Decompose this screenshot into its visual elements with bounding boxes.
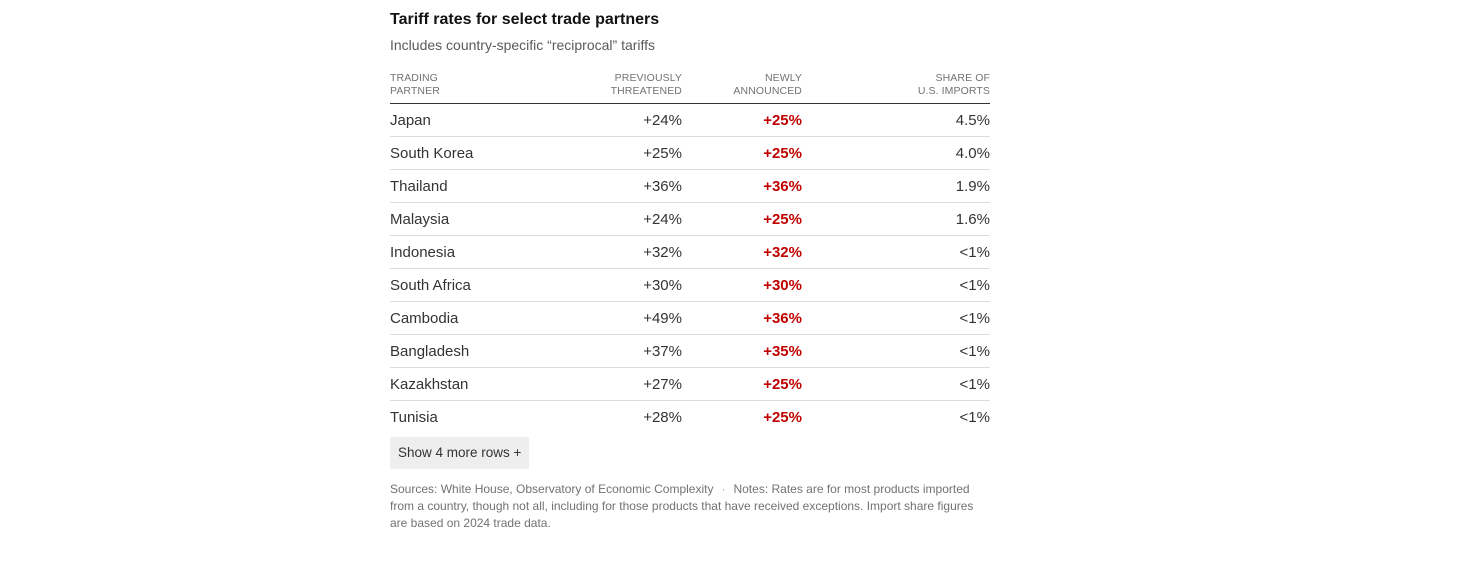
newly-cell: +25% [682, 367, 802, 401]
previously-cell: +36% [560, 169, 682, 203]
table-header-row: TRADING PARTNER PREVIOUSLY THREATENED NEWL… [390, 72, 990, 104]
partner-cell: Bangladesh [390, 334, 560, 368]
table-row: Tunisia +28% +25% <1% [390, 401, 990, 434]
table-row: Bangladesh +37% +35% <1% [390, 334, 990, 368]
share-cell: 4.5% [802, 103, 990, 137]
table-row: Indonesia +32% +32% <1% [390, 235, 990, 269]
header-newly-announced: NEWLY ANNOUNCED [682, 72, 802, 104]
share-cell: <1% [802, 301, 990, 335]
share-cell: <1% [802, 334, 990, 368]
table-row: Thailand +36% +36% 1.9% [390, 169, 990, 203]
graphic-title: Tariff rates for select trade partners [390, 11, 660, 28]
newly-cell: +25% [682, 136, 802, 170]
header-previously-threatened: PREVIOUSLY THREATENED [560, 72, 682, 104]
previously-cell: +37% [560, 334, 682, 368]
partner-cell: South Korea [390, 136, 560, 170]
newly-cell: +36% [682, 301, 802, 335]
share-cell: <1% [802, 235, 990, 269]
footer-notes: Sources: White House, Observatory of Eco… [390, 481, 992, 532]
previously-cell: +25% [560, 136, 682, 170]
share-cell: 4.0% [802, 136, 990, 170]
tariff-table-graphic: Tariff rates for select trade partners I… [390, 0, 990, 532]
previously-cell: +32% [560, 235, 682, 269]
share-cell: <1% [802, 268, 990, 302]
tariff-table: TRADING PARTNER PREVIOUSLY THREATENED NEWL… [390, 72, 990, 433]
previously-cell: +49% [560, 301, 682, 335]
partner-cell: Kazakhstan [390, 367, 560, 401]
header-share-of-imports: SHARE OF U.S. IMPORTS [802, 72, 990, 104]
partner-cell: South Africa [390, 268, 560, 302]
table-row: South Korea +25% +25% 4.0% [390, 136, 990, 170]
footer-separator: · [721, 482, 726, 496]
newly-cell: +32% [682, 235, 802, 269]
show-more-rows-button[interactable]: Show 4 more rows + [390, 437, 530, 469]
previously-cell: +28% [643, 408, 682, 426]
partner-cell: Malaysia [390, 202, 560, 236]
newly-cell: +36% [682, 169, 802, 203]
partner-cell: Tunisia [390, 408, 438, 426]
partner-cell: Thailand [390, 169, 560, 203]
partner-cell: Japan [390, 103, 560, 137]
share-cell: <1% [959, 408, 990, 426]
newly-cell: +30% [682, 268, 802, 302]
table-row: South Africa +30% +30% <1% [390, 268, 990, 302]
share-cell: <1% [802, 367, 990, 401]
previously-cell: +24% [560, 202, 682, 236]
partner-cell: Cambodia [390, 301, 560, 335]
table-row: Kazakhstan +27% +25% <1% [390, 367, 990, 401]
partner-cell: Indonesia [390, 235, 560, 269]
newly-cell: +35% [682, 334, 802, 368]
newly-cell: +25% [682, 202, 802, 236]
previously-cell: +30% [560, 268, 682, 302]
header-trading-partner: TRADING PARTNER [390, 72, 560, 104]
previously-cell: +24% [560, 103, 682, 137]
table-row: Malaysia +24% +25% 1.6% [390, 202, 990, 236]
newly-cell: +25% [682, 103, 802, 137]
table-row: Japan +24% +25% 4.5% [390, 103, 990, 137]
notes-text: Notes: Rates are for most products impor… [390, 482, 974, 530]
previously-cell: +27% [560, 367, 682, 401]
share-cell: 1.6% [802, 202, 990, 236]
newly-cell: +25% [763, 408, 802, 426]
graphic-subtitle: Includes country-specific “reciprocal” t… [390, 37, 656, 53]
table-row: Cambodia +49% +36% <1% [390, 301, 990, 335]
share-cell: 1.9% [802, 169, 990, 203]
sources-text: Sources: White House, Observatory of Eco… [390, 482, 714, 496]
